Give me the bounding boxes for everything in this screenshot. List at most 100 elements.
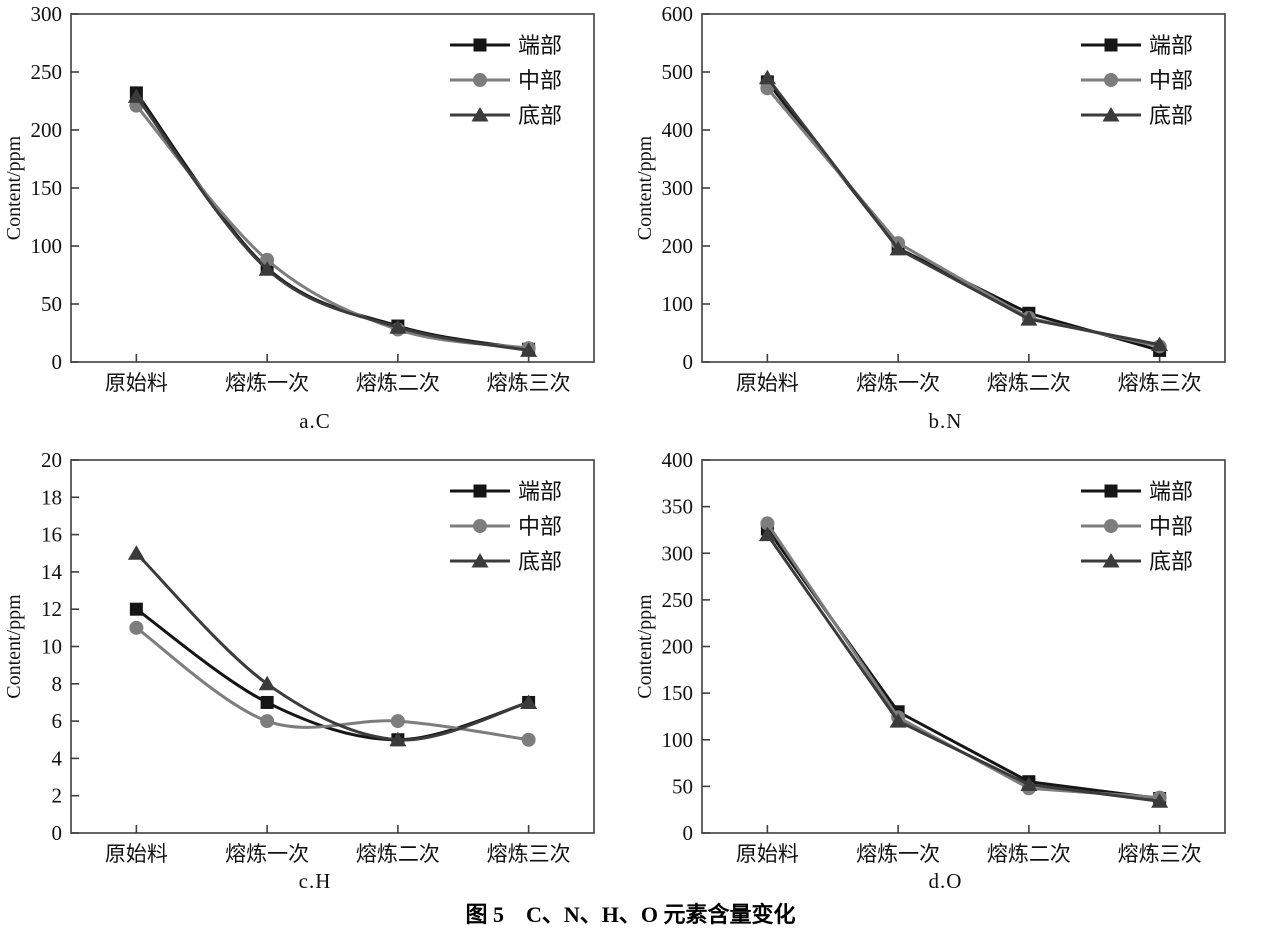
y-tick-label: 600 <box>661 2 693 26</box>
x-tick-label: 熔炼三次 <box>487 371 571 395</box>
x-tick-label: 原始料 <box>735 842 798 864</box>
series-2 <box>127 545 538 747</box>
y-tick-label: 200 <box>661 635 693 659</box>
axes <box>70 459 595 834</box>
y-tick-label: 150 <box>661 681 693 705</box>
chart-panel-c: 0 2 4 6 8 10 12 14 16 18 20 Content/ppm 原始料 熔炼一次 熔炼二次 熔… <box>0 440 630 900</box>
chart-panel-a: 0 50 100 150 200 250 300 Content/ppm 原始料 熔炼一次 熔炼二次… <box>0 0 630 440</box>
y-tick-label: 10 <box>41 635 62 659</box>
x-tick-label: 熔炼一次 <box>225 371 309 395</box>
chart-b-canvas: 0 100 200 300 400 500 600 Content/ppm 原始料 熔炼一次 熔炼二… <box>634 2 1226 395</box>
y-tick-label: 12 <box>41 597 62 621</box>
legend-label: 端部 <box>1149 479 1193 504</box>
legend-label: 底部 <box>518 549 562 574</box>
y-axis: 0 50 100 150 200 250 300 350 400 <box>661 448 710 845</box>
legend-label: 中部 <box>1149 68 1193 93</box>
series-1 <box>129 620 536 747</box>
y-axis-title: Content/ppm <box>634 135 656 240</box>
x-tick-label: 熔炼三次 <box>487 842 571 864</box>
legend-label: 底部 <box>1149 549 1193 574</box>
y-tick-label: 200 <box>661 234 693 258</box>
y-tick-label: 500 <box>661 60 693 84</box>
y-tick-label: 400 <box>661 448 693 472</box>
axes <box>70 13 595 363</box>
y-tick-label: 250 <box>661 588 693 612</box>
y-tick-label: 50 <box>41 292 62 316</box>
x-axis: 原始料 熔炼一次 熔炼二次 熔炼三次 <box>105 825 571 864</box>
y-tick-label: 14 <box>41 560 63 584</box>
x-tick-label: 熔炼三次 <box>1117 842 1201 864</box>
y-tick-label: 350 <box>661 495 693 519</box>
y-tick-label: 50 <box>672 774 693 798</box>
y-tick-label: 16 <box>41 523 62 547</box>
chart-c-subtitle: c.H <box>298 869 332 893</box>
x-tick-label: 熔炼二次 <box>986 371 1070 395</box>
chart-d-subtitle: d.O <box>928 869 963 893</box>
chart-a-subtitle: a.C <box>299 409 331 433</box>
legend-label: 端部 <box>518 33 562 58</box>
figure-caption: 图 5 C、N、H、O 元素含量变化 <box>465 902 796 927</box>
x-axis: 原始料 熔炼一次 熔炼二次 熔炼三次 <box>735 825 1201 864</box>
y-tick-label: 100 <box>661 292 693 316</box>
y-axis: 0 100 200 300 400 500 600 <box>661 2 710 374</box>
y-tick-label: 200 <box>31 118 63 142</box>
legend-label: 底部 <box>1149 103 1193 128</box>
y-axis: 0 50 100 150 200 250 300 <box>31 2 79 374</box>
x-axis: 原始料 熔炼一次 熔炼二次 熔炼三次 <box>735 354 1201 395</box>
x-tick-label: 熔炼一次 <box>225 842 309 864</box>
y-tick-label: 20 <box>41 448 62 472</box>
x-tick-label: 熔炼二次 <box>356 842 440 864</box>
x-tick-label: 熔炼一次 <box>856 371 940 395</box>
legend-label: 中部 <box>518 514 562 539</box>
axes <box>700 459 1226 834</box>
series-1 <box>129 98 536 356</box>
x-tick-label: 原始料 <box>105 842 168 864</box>
chart-c-canvas: 0 2 4 6 8 10 12 14 16 18 20 Content/ppm 原始料 熔炼一次 熔炼二次 熔… <box>3 448 595 864</box>
y-tick-label: 400 <box>661 118 693 142</box>
x-tick-label: 熔炼三次 <box>1117 371 1201 395</box>
legend-label: 端部 <box>1149 33 1193 58</box>
y-tick-label: 300 <box>31 2 63 26</box>
y-tick-label: 2 <box>52 784 63 808</box>
y-tick-label: 250 <box>31 60 63 84</box>
chart-a-canvas: 0 50 100 150 200 250 300 Content/ppm 原始料 熔炼一次 熔炼二次… <box>3 2 595 395</box>
x-axis: 原始料 熔炼一次 熔炼二次 熔炼三次 <box>105 354 571 395</box>
y-axis-title: Content/ppm <box>3 135 25 240</box>
y-tick-label: 100 <box>661 728 693 752</box>
y-axis-title: Content/ppm <box>3 594 25 699</box>
y-tick-label: 0 <box>52 350 63 374</box>
y-axis-title: Content/ppm <box>634 594 656 699</box>
series-1 <box>759 81 1167 354</box>
y-tick-label: 300 <box>661 176 693 200</box>
x-tick-label: 熔炼二次 <box>356 371 440 395</box>
series-2 <box>758 69 1168 352</box>
x-tick-label: 原始料 <box>735 371 798 395</box>
series-2 <box>758 526 1168 808</box>
series-2 <box>127 88 538 357</box>
y-tick-label: 0 <box>682 350 693 374</box>
x-tick-label: 熔炼一次 <box>856 842 940 864</box>
legend-label: 中部 <box>518 68 562 93</box>
y-tick-label: 8 <box>52 672 63 696</box>
y-tick-label: 300 <box>661 541 693 565</box>
y-tick-label: 4 <box>52 746 63 770</box>
y-tick-label: 100 <box>31 234 63 258</box>
chart-b-subtitle: b.N <box>928 409 963 433</box>
chart-panel-b: 0 100 200 300 400 500 600 Content/ppm 原始料 熔炼一次 熔炼二… <box>630 0 1261 440</box>
legend-label: 端部 <box>518 479 562 504</box>
chart-grid: 0 50 100 150 200 250 300 Content/ppm 原始料 熔炼一次 熔炼二次… <box>0 0 1261 900</box>
axes <box>700 13 1226 363</box>
y-tick-label: 0 <box>682 821 693 845</box>
legend-label: 底部 <box>518 103 562 128</box>
series-0 <box>129 86 536 356</box>
chart-panel-d: 0 50 100 150 200 250 300 350 400 Content/ppm 原始料 熔炼… <box>630 440 1261 900</box>
x-tick-label: 原始料 <box>105 371 168 395</box>
y-tick-label: 150 <box>31 176 63 200</box>
y-tick-label: 18 <box>41 485 62 509</box>
y-tick-label: 0 <box>52 821 63 845</box>
y-axis: 0 2 4 6 8 10 12 14 16 18 20 <box>41 448 79 845</box>
